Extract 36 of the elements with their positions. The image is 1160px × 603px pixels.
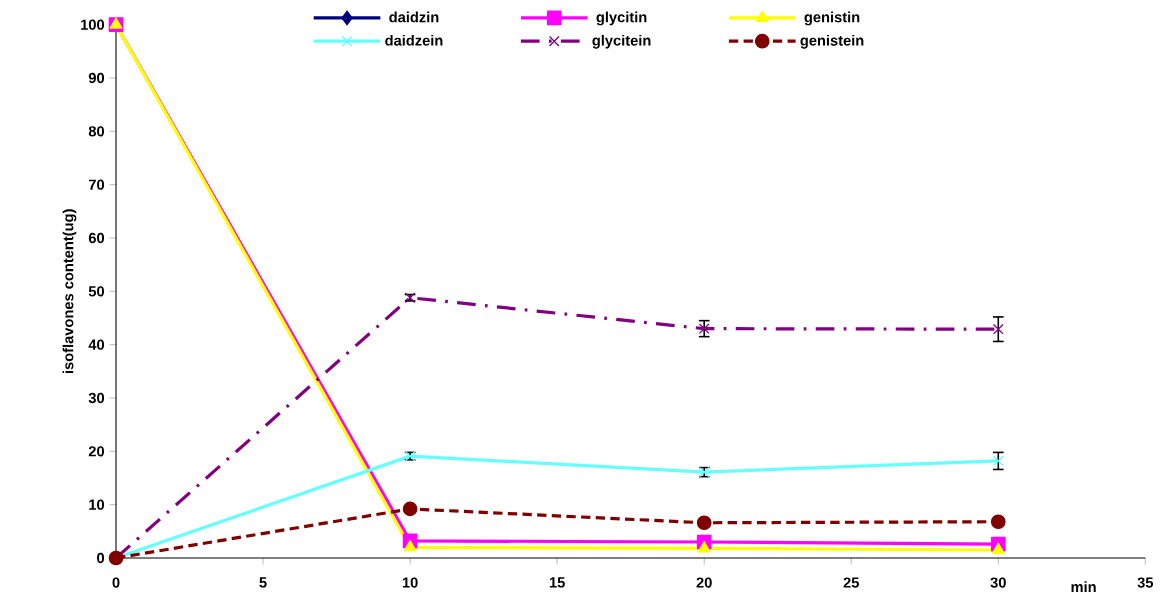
- x-tick-label: 30: [990, 577, 1006, 588]
- legend-label: glycitein: [592, 34, 651, 49]
- y-tick-label: 20: [88, 446, 105, 457]
- point: [990, 514, 1006, 530]
- y-tick-label: 0: [97, 552, 105, 564]
- point: [992, 455, 1004, 467]
- y-tick-label: 30: [88, 392, 105, 404]
- x-tick-label: 15: [549, 577, 565, 588]
- y-tick-label: 50: [88, 286, 105, 297]
- point: [991, 542, 1005, 554]
- y-tick-label: 100: [81, 19, 105, 30]
- legend-label: genistin: [804, 11, 860, 26]
- point: [696, 515, 712, 531]
- point: [697, 541, 711, 553]
- y-tick-label: 70: [88, 179, 105, 190]
- y-tick-label: 90: [88, 72, 105, 84]
- point: [403, 539, 417, 552]
- legend-label: glycitin: [596, 11, 647, 26]
- y-tick-label: 80: [88, 126, 105, 137]
- y-tick-label: 10: [89, 499, 105, 510]
- y-tick-label: 40: [88, 339, 105, 350]
- x-tick-label: 35: [1137, 577, 1154, 588]
- x-tick-label: 10: [402, 577, 418, 588]
- y-axis-title: isoflavones content(ug): [62, 209, 77, 373]
- legend-label: daidzein: [385, 34, 443, 46]
- point: [402, 501, 418, 517]
- point: [698, 323, 710, 335]
- x-tick-label: 25: [843, 577, 859, 588]
- y-tick-label: 60: [88, 232, 105, 244]
- legend-label: genistein: [800, 34, 864, 49]
- x-axis-title: min: [1071, 581, 1096, 592]
- point: [992, 323, 1004, 335]
- x-tick-label: 0: [112, 577, 120, 588]
- x-tick-label: 20: [696, 577, 712, 588]
- legend-label: daidzin: [389, 11, 439, 23]
- x-tick-label: 5: [259, 577, 267, 588]
